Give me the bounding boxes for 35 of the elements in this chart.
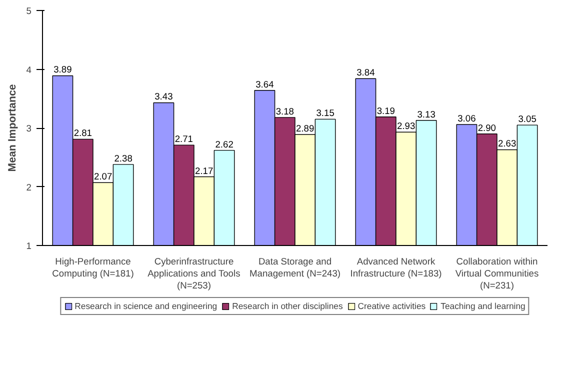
data-label: 2.71 <box>174 134 193 144</box>
data-label: 3.84 <box>356 68 375 78</box>
data-label: 3.18 <box>276 106 294 116</box>
y-tick-label: 2 <box>26 182 32 192</box>
legend-label: Research in science and engineering <box>74 301 218 311</box>
data-label: 3.05 <box>518 114 536 124</box>
data-label: 3.13 <box>417 109 436 120</box>
x-tick-label: Data Storage and Management (N=243) <box>250 256 340 278</box>
y-tick-label: 4 <box>26 64 32 75</box>
data-label: 3.64 <box>256 79 274 90</box>
data-label: 2.93 <box>397 121 416 132</box>
x-tick-label: Collaboration within Virtual Communities (N=231) <box>455 256 539 290</box>
y-tick-label: 3 <box>26 124 32 134</box>
legend-label: Teaching and learning <box>440 301 526 311</box>
x-tick-label: Cyberinfrastructure Applications and Tools (N=253) <box>148 256 241 290</box>
x-tick-label: High-Performance Computing (N=181) <box>52 256 134 278</box>
legend-label: Creative activities <box>358 301 426 311</box>
data-label: 2.38 <box>114 153 132 164</box>
y-axis-title: Mean Importance <box>6 84 18 172</box>
data-label: 2.62 <box>215 139 234 150</box>
y-tick-label: 1 <box>26 241 32 251</box>
x-tick-label: Advanced Network Infrastructure (N=183) <box>350 256 442 278</box>
data-label: 3.43 <box>154 92 173 102</box>
data-label: 2.81 <box>74 128 92 138</box>
data-label: 2.07 <box>94 172 112 182</box>
data-label: 2.90 <box>478 122 496 133</box>
data-label: 3.06 <box>458 113 476 124</box>
legend-label: Research in other disciplines <box>232 301 343 311</box>
data-label: 2.17 <box>195 166 214 176</box>
y-tick-label: 5 <box>26 6 32 16</box>
data-label: 2.63 <box>498 138 516 149</box>
data-label: 3.89 <box>54 64 72 75</box>
data-label: 3.15 <box>316 108 334 118</box>
data-label: 3.19 <box>376 106 395 116</box>
data-label: 2.89 <box>296 123 314 134</box>
